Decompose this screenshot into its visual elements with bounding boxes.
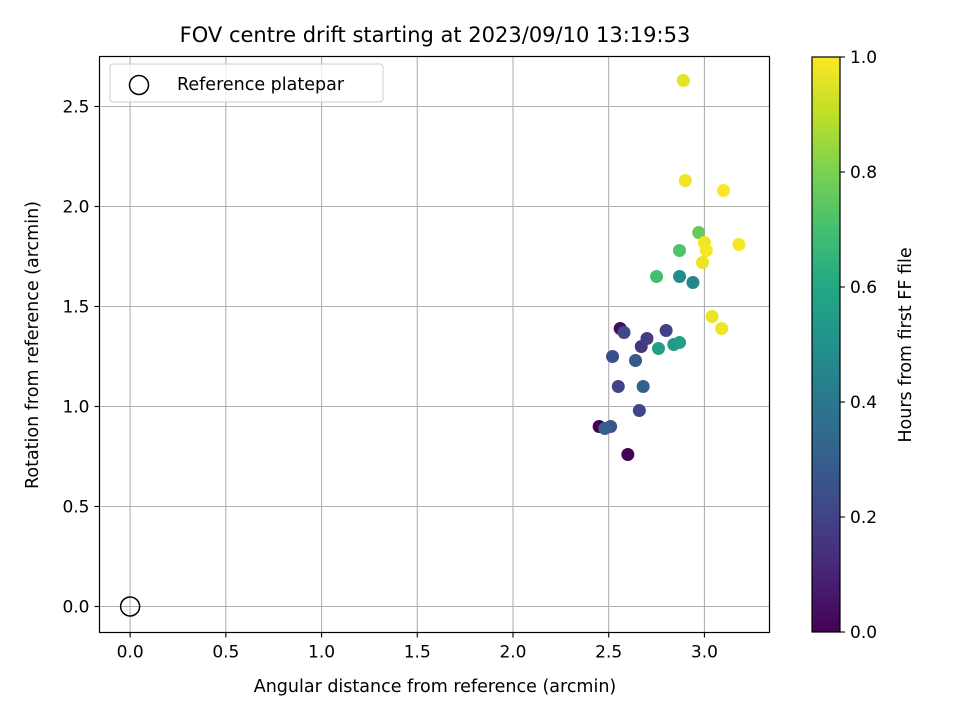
x-tick-label: 1.5: [404, 643, 431, 663]
data-point: [650, 270, 664, 283]
data-point: [636, 380, 650, 393]
legend: Reference platepar: [109, 63, 384, 103]
colorbar: [811, 56, 841, 633]
data-point: [696, 256, 709, 269]
y-tick-label: 1.5: [62, 298, 89, 318]
data-point: [686, 276, 700, 289]
x-tick-label: 2.5: [595, 643, 622, 663]
axis-ticks: 0.0 0.5 1.0 1.5 2.0 2.5 3.0 0.0 0.5 1.0 1.5 2.0 2.5: [62, 98, 717, 663]
chart-title: FOV centre drift starting at 2023/09/10 …: [180, 23, 691, 47]
data-point: [715, 322, 729, 335]
data-point: [606, 350, 620, 363]
data-point: [629, 354, 642, 367]
colorbar-tick-label: 0.2: [850, 508, 877, 528]
data-point: [651, 342, 665, 355]
x-tick-label: 1.0: [308, 643, 335, 663]
data-point: [611, 380, 625, 393]
x-tick-label: 0.0: [117, 643, 144, 663]
data-point: [640, 332, 654, 345]
data-point: [598, 422, 612, 435]
data-point: [673, 336, 687, 349]
colorbar-tick-label: 0.0: [850, 623, 877, 643]
y-tick-label: 2.5: [62, 98, 89, 118]
colorbar-tick-label: 1.0: [850, 48, 877, 68]
data-point: [673, 270, 687, 283]
data-point: [621, 448, 635, 461]
grid-lines: [99, 56, 770, 633]
y-tick-label: 0.5: [62, 498, 89, 518]
data-point: [659, 324, 673, 337]
x-tick-label: 2.0: [499, 643, 526, 663]
data-point: [717, 184, 731, 197]
reference-platepar-marker: [119, 596, 141, 617]
data-point: [699, 244, 713, 257]
data-point: [673, 244, 687, 257]
y-axis-label: Rotation from reference (arcmin): [23, 201, 43, 489]
axes-frame: [98, 55, 771, 634]
colorbar-tick-label: 0.4: [850, 393, 877, 413]
x-tick-label: 0.5: [212, 643, 239, 663]
reference-point: [119, 596, 141, 617]
data-point: [678, 174, 692, 187]
data-point: [732, 238, 746, 251]
data-point: [705, 310, 719, 323]
colorbar-tick-label: 0.8: [850, 163, 877, 183]
x-tick-label: 3.0: [691, 643, 718, 663]
y-tick-label: 1.0: [62, 398, 89, 418]
colorbar-ticks: 0.0 0.2 0.4 0.6 0.8 1.0: [840, 48, 877, 643]
y-tick-label: 2.0: [62, 198, 89, 218]
data-point: [692, 226, 706, 239]
legend-box: [109, 63, 384, 103]
y-tick-label: 0.0: [62, 598, 89, 618]
x-axis-label: Angular distance from reference (arcmin): [254, 677, 617, 697]
legend-entry-reference: Reference platepar: [177, 75, 345, 95]
data-point: [632, 404, 646, 417]
data-point: [676, 74, 690, 87]
data-point: [617, 326, 631, 339]
scatter-points: [592, 74, 746, 461]
colorbar-label: Hours from first FF file: [896, 247, 916, 442]
colorbar-tick-label: 0.6: [850, 278, 877, 298]
legend-marker-icon: [128, 74, 150, 96]
